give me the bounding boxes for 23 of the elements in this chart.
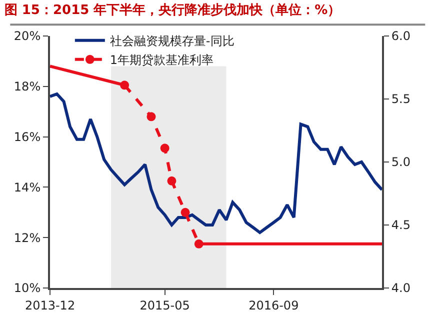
y-tick-label: 20% [14,29,41,44]
x-tick-label: 2013-12 [24,298,76,312]
y-tick-label: 16% [14,130,41,144]
point [146,112,156,122]
y2-tick-label: 4.0 [391,281,410,296]
point [180,208,190,217]
point [120,80,130,90]
point [167,176,176,186]
y-tick-label: 14% [14,180,41,194]
x-tick-label: 2015-05 [140,298,190,312]
point [160,144,170,153]
y-tick-label: 10% [14,281,41,296]
y-tick-label: 12% [14,230,41,245]
y2-tick-label: 5.0 [391,155,410,170]
y2-tick-label: 4.5 [391,218,410,232]
y-tick-label: 18% [14,80,41,94]
legend-label: 1年期贷款基准利率 [110,53,214,68]
y2-tick-label: 5.5 [391,92,410,106]
y2-tick-label: 6.0 [391,29,410,44]
line-series [50,92,382,234]
x-tick-label: 2016-09 [248,298,299,312]
legend-label: 社会融资规模存量-同比 [110,34,234,48]
chart-title: 图 15：2015 年下半年，央行降准步伐加快（单位：%） [4,2,341,18]
